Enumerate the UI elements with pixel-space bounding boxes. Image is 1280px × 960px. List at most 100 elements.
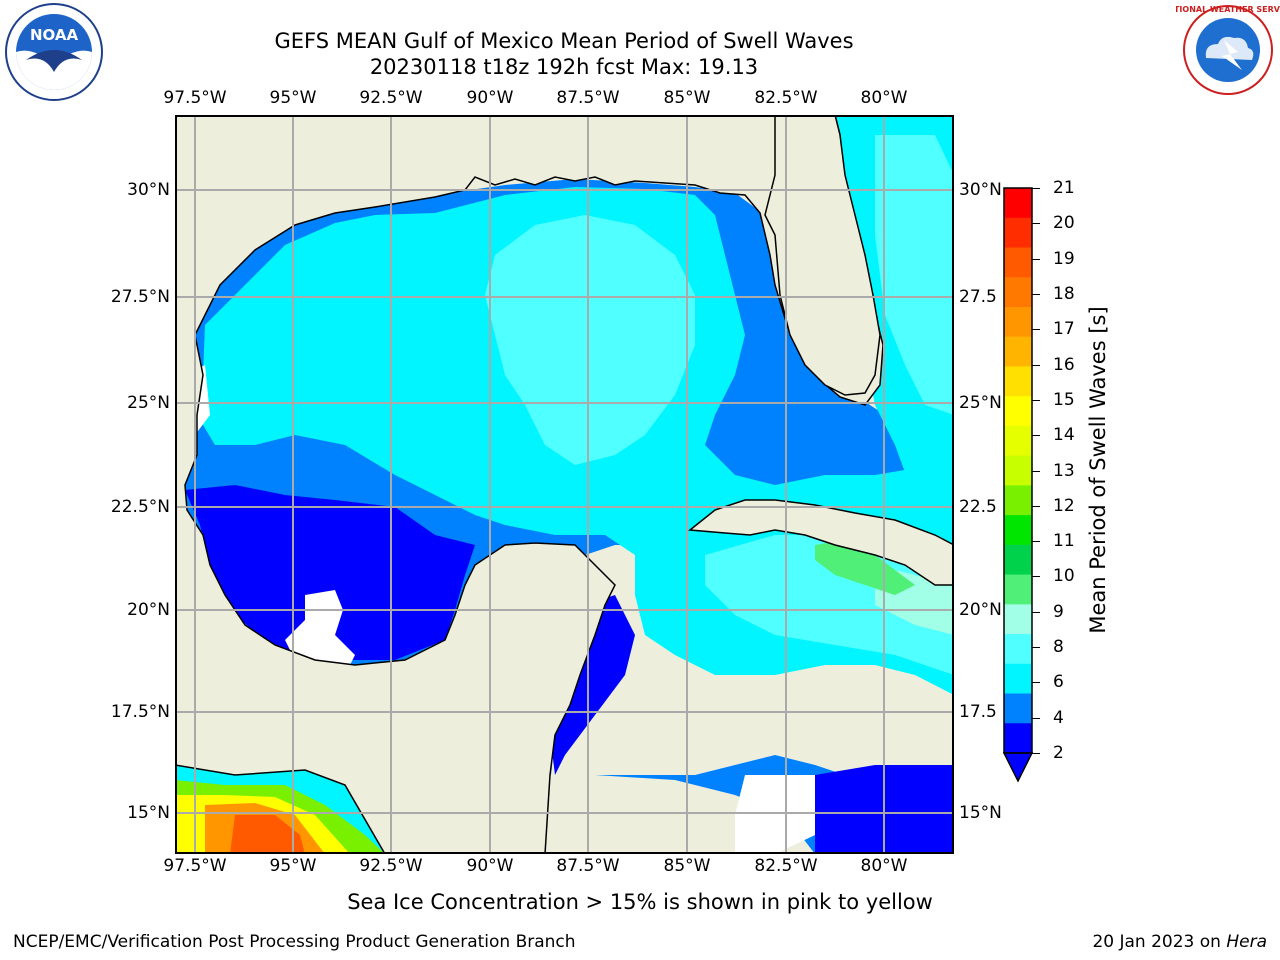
lon-label-bottom-6: 82.5°W: [754, 856, 818, 876]
lon-label-top-6: 82.5°W: [754, 88, 818, 108]
atlantic-lightcyan: [875, 135, 954, 415]
lat-label-right-0: 30°N: [959, 180, 1002, 200]
colorbar-tick-1: 20: [1053, 213, 1075, 234]
lon-label-top-5: 85°W: [663, 88, 711, 108]
lon-label-top-3: 90°W: [466, 88, 514, 108]
lon-label-bottom-2: 92.5°W: [359, 856, 423, 876]
colorbar-segment-13: [1004, 574, 1032, 605]
lon-label-top-7: 80°W: [860, 88, 908, 108]
lat-label-left-4: 20°N: [127, 600, 170, 620]
colorbar-tick-13: 8: [1053, 637, 1064, 658]
lon-label-bottom-7: 80°W: [860, 856, 908, 876]
colorbar: [1002, 187, 1034, 783]
lon-label-bottom-1: 95°W: [269, 856, 317, 876]
lon-label-bottom-5: 85°W: [663, 856, 711, 876]
colorbar-tickmark-7: [1032, 435, 1040, 437]
map-subtitle: 20230118 t18z 192h fcst Max: 19.13: [369, 55, 759, 79]
colorbar-segment-11: [1004, 515, 1032, 546]
colorbar-segment-7: [1004, 396, 1032, 427]
lat-label-right-5: 17.5: [959, 702, 997, 722]
colorbar-tickmark-1: [1032, 223, 1040, 225]
colorbar-tickmark-4: [1032, 329, 1040, 331]
colorbar-tickmark-13: [1032, 647, 1040, 649]
colorbar-segment-17: [1004, 693, 1032, 724]
footer-date-text: 20 Jan 2023 on: [1092, 932, 1227, 952]
colorbar-segment-15: [1004, 634, 1032, 665]
colorbar-segment-12: [1004, 544, 1032, 576]
colorbar-tick-12: 9: [1053, 601, 1064, 622]
map-gridlines: [175, 115, 954, 854]
colorbar-tick-15: 4: [1053, 707, 1064, 728]
colorbar-tick-10: 11: [1053, 531, 1075, 552]
nws-logo-text: NATIONAL WEATHER SERVICE: [1176, 5, 1280, 14]
colorbar-segment-9: [1004, 455, 1032, 486]
lon-label-top-4: 87.5°W: [556, 88, 620, 108]
colorbar-tickmark-3: [1032, 293, 1040, 295]
colorbar-tick-4: 17: [1053, 319, 1075, 340]
nodata-patch-honduras: [735, 775, 815, 854]
lat-label-left-1: 27.5°N: [110, 287, 170, 307]
footer-host: Hera: [1226, 932, 1267, 952]
lat-label-left-3: 22.5°N: [110, 497, 170, 517]
lon-label-top-1: 95°W: [269, 88, 317, 108]
map-border: [175, 115, 954, 854]
colorbar-tick-0: 21: [1053, 178, 1075, 198]
colorbar-segment-2: [1004, 247, 1032, 278]
colorbar-segment-18: [1004, 723, 1032, 754]
colorbar-tick-5: 16: [1053, 354, 1075, 375]
colorbar-tick-7: 14: [1053, 425, 1075, 446]
colorbar-tickmark-14: [1032, 682, 1040, 684]
colorbar-segment-16: [1004, 663, 1032, 695]
noaa-logo: NOAA: [5, 3, 103, 101]
lon-label-top-0: 97.5°W: [163, 88, 227, 108]
colorbar-segment-10: [1004, 485, 1032, 516]
land-cuba: [688, 499, 954, 586]
sea-ice-note-text: Sea Ice Concentration > 15% is shown in …: [347, 890, 933, 914]
lon-label-bottom-3: 90°W: [466, 856, 514, 876]
lat-label-right-1: 27.5: [959, 287, 997, 307]
colorbar-tick-11: 10: [1053, 566, 1075, 587]
swell-period-map: [175, 115, 954, 854]
lat-label-left-5: 17.5°N: [110, 702, 170, 722]
nws-logo: NATIONAL WEATHER SERVICE: [1176, 5, 1280, 95]
footer-credit: NCEP/EMC/Verification Post Processing Pr…: [13, 932, 576, 952]
map-title: GEFS MEAN Gulf of Mexico Mean Period of …: [274, 29, 854, 53]
colorbar-tickmark-8: [1032, 470, 1040, 472]
colorbar-tick-14: 6: [1053, 672, 1064, 693]
colorbar-tick-3: 18: [1053, 283, 1075, 304]
colorbar-tick-6: 15: [1053, 389, 1075, 410]
colorbar-tick-8: 13: [1053, 460, 1075, 481]
colorbar-segment-5: [1004, 336, 1032, 367]
colorbar-tickmark-10: [1032, 541, 1040, 543]
colorbar-segment-3: [1004, 277, 1032, 308]
colorbar-tick-16: 2: [1053, 743, 1064, 763]
colorbar-tickmark-9: [1032, 505, 1040, 507]
colorbar-tickmark-0: [1032, 188, 1040, 189]
colorbar-label: Mean Period of Swell Waves [s]: [1086, 306, 1110, 634]
colorbar-tickmark-16: [1032, 753, 1040, 754]
colorbar-tickmark-15: [1032, 717, 1040, 719]
pacific-red-orange: [230, 815, 305, 854]
colorbar-segment-6: [1004, 366, 1032, 397]
colorbar-tick-2: 19: [1053, 248, 1075, 269]
colorbar-segment-1: [1004, 217, 1032, 248]
land-florida: [764, 115, 881, 396]
colorbar-segment-4: [1004, 306, 1032, 338]
lat-label-left-6: 15°N: [127, 803, 170, 823]
footer-date: 20 Jan 2023 on Hera: [1092, 932, 1267, 952]
sea-ice-note: Sea Ice Concentration > 15% is shown in …: [0, 890, 1280, 914]
noaa-logo-text: NOAA: [30, 26, 79, 44]
lon-label-top-2: 92.5°W: [359, 88, 423, 108]
colorbar-tickmark-11: [1032, 576, 1040, 578]
colorbar-tickmark-5: [1032, 364, 1040, 366]
lat-label-left-0: 30°N: [127, 180, 170, 200]
colorbar-tickmark-2: [1032, 258, 1040, 260]
gulf-deepblue-southwest: [185, 485, 475, 660]
lon-label-bottom-4: 87.5°W: [556, 856, 620, 876]
colorbar-segment-8: [1004, 425, 1032, 457]
colorbar-tick-9: 12: [1053, 495, 1075, 516]
colorbar-extend-arrow: [1002, 752, 1034, 783]
colorbar-tickmark-6: [1032, 399, 1040, 401]
colorbar-segment-14: [1004, 604, 1032, 635]
colorbar-tickmark-12: [1032, 611, 1040, 613]
